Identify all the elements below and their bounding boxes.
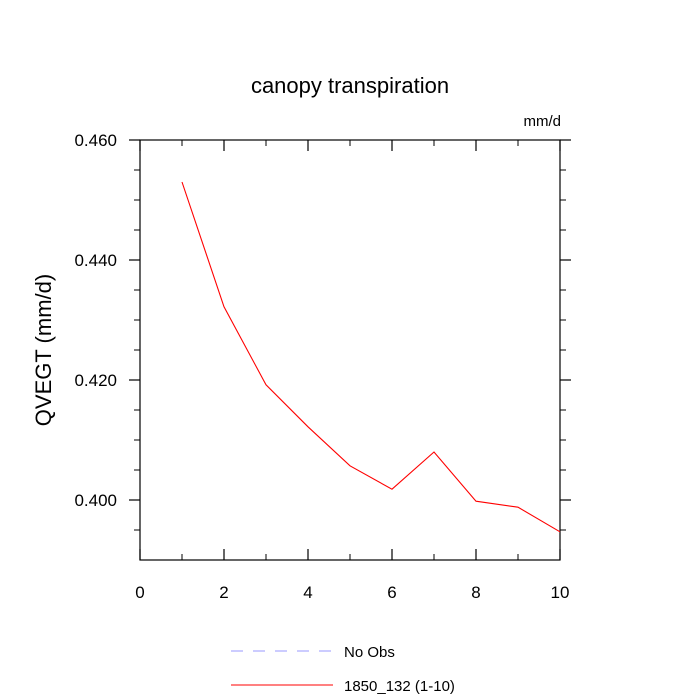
legend-label: 1850_132 (1-10)	[344, 678, 455, 695]
legend: No Obs 1850_132 (1-10)	[231, 644, 455, 695]
y-tick-label: 0.460	[74, 131, 117, 150]
plot-frame	[139, 139, 561, 561]
y-tick-label: 0.440	[74, 251, 117, 270]
legend-label: No Obs	[344, 644, 395, 661]
x-tick-label: 0	[135, 583, 144, 602]
x-tick-label: 10	[551, 583, 570, 602]
axis-ticks: 0 2 4 6 8 10 0.400 0.420 0.440 0.460	[74, 131, 571, 602]
x-tick-label: 4	[303, 583, 312, 602]
series-layer	[181, 181, 561, 533]
x-tick-label: 2	[219, 583, 228, 602]
chart-title: canopy transpiration	[251, 73, 449, 98]
x-tick-label: 8	[471, 583, 480, 602]
units-label: mm/d	[524, 113, 562, 130]
y-tick-label: 0.420	[74, 371, 117, 390]
y-axis-label: QVEGT (mm/d)	[31, 274, 56, 426]
x-tick-label: 6	[387, 583, 396, 602]
series-line	[181, 181, 561, 533]
y-tick-label: 0.400	[74, 491, 117, 510]
